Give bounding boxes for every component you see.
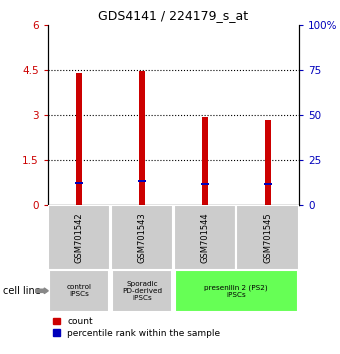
Text: GSM701545: GSM701545 [263,212,272,263]
Text: presenilin 2 (PS2)
iPSCs: presenilin 2 (PS2) iPSCs [204,284,268,298]
Text: GSM701543: GSM701543 [137,212,147,263]
Text: GSM701544: GSM701544 [200,212,209,263]
Text: control
IPSCs: control IPSCs [67,284,91,297]
Bar [265,120,271,205]
Bar [76,73,82,205]
Legend: count, percentile rank within the sample: count, percentile rank within the sample [52,316,221,339]
Text: Sporadic
PD-derived
iPSCs: Sporadic PD-derived iPSCs [122,281,162,301]
Bar [236,205,299,270]
Bar [264,183,272,185]
Bar [112,270,172,312]
Title: GDS4141 / 224179_s_at: GDS4141 / 224179_s_at [98,9,249,22]
Bar [110,205,173,270]
Bar [201,183,209,184]
Bar [202,116,208,205]
Bar [75,182,83,184]
Text: GSM701542: GSM701542 [74,212,84,263]
Bar [138,181,146,182]
Bar [139,72,145,205]
Bar [48,205,110,270]
Bar [175,270,298,312]
Bar [173,205,236,270]
Bar [49,270,109,312]
Text: cell line: cell line [3,286,41,296]
